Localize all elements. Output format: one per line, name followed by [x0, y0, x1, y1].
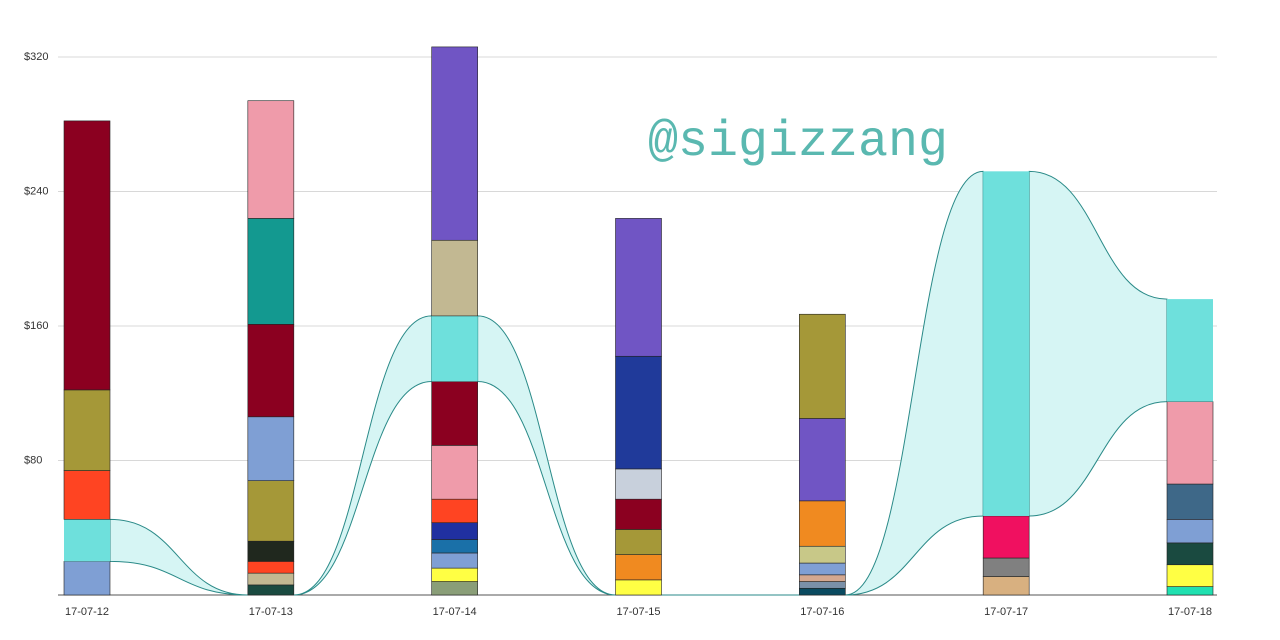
bar-segment	[431, 581, 478, 596]
bar-segment	[799, 500, 846, 547]
bar-segment	[63, 561, 111, 596]
bar-segment	[431, 381, 478, 446]
bar-segment	[799, 581, 846, 589]
x-tick-label: 17-07-14	[433, 606, 477, 618]
bar-segment	[63, 470, 111, 520]
bar-segment	[1166, 519, 1214, 544]
bar-segment	[431, 46, 478, 241]
bar-segment	[247, 540, 295, 562]
flow-band	[1028, 170, 1168, 517]
bar-segment	[799, 587, 846, 596]
flow-band	[845, 170, 984, 596]
bar-segment	[247, 572, 295, 586]
bar-segment	[799, 418, 846, 502]
bar-segment	[1166, 564, 1214, 587]
bar-segment	[247, 100, 295, 219]
bar-segment	[799, 313, 846, 419]
bar-segment	[247, 480, 295, 542]
bar-segment	[799, 545, 846, 564]
bar-segment	[1166, 586, 1214, 596]
bar-segment	[799, 562, 846, 576]
bar-segment	[247, 584, 295, 596]
bar-segment	[799, 574, 846, 582]
bar-segment	[431, 567, 478, 582]
x-tick-label: 17-07-12	[65, 606, 109, 618]
bar-segment	[431, 522, 478, 540]
bar-segment	[982, 515, 1030, 559]
bar-segment	[982, 557, 1030, 577]
x-tick-label: 17-07-13	[249, 606, 293, 618]
bar-segment	[615, 468, 662, 500]
bar-segment	[982, 576, 1030, 596]
x-tick-label: 17-07-16	[800, 606, 844, 618]
bar-segment	[247, 416, 295, 481]
bar-segment	[615, 529, 662, 555]
y-tick-label: $160	[24, 320, 48, 332]
bar-segment	[431, 445, 478, 500]
bar-segment	[983, 171, 1030, 516]
x-tick-label: 17-07-17	[984, 606, 1028, 618]
bar-segment	[1166, 483, 1214, 520]
bar-segment	[1166, 401, 1214, 485]
y-tick-label: $240	[24, 185, 48, 197]
watermark: @sigizzang	[648, 114, 948, 171]
bar-segment	[431, 539, 478, 554]
bar-segment	[247, 324, 295, 418]
bar-segment	[615, 579, 662, 596]
flow-band	[109, 518, 248, 596]
bar-segment	[615, 355, 662, 470]
bar-segment	[247, 561, 295, 574]
bar-segment	[615, 554, 662, 581]
y-tick-label: $320	[24, 51, 48, 63]
bar-segment	[63, 120, 111, 391]
bar-segment	[431, 315, 478, 382]
bar-segment	[63, 389, 111, 471]
x-tick-label: 17-07-18	[1168, 606, 1212, 618]
y-tick-label: $80	[24, 454, 42, 466]
bar-segment	[64, 519, 110, 562]
bar-segment	[615, 498, 662, 530]
bar-segment	[431, 498, 478, 524]
bar-segment	[247, 218, 295, 325]
bar-segment	[431, 552, 478, 569]
flow-band	[293, 315, 433, 596]
bar-segment	[431, 239, 478, 317]
x-tick-label: 17-07-15	[616, 606, 660, 618]
flow-band	[477, 315, 616, 596]
bar-segment	[1166, 542, 1214, 566]
bar-segment	[615, 218, 662, 357]
bar-segment	[1167, 299, 1213, 402]
